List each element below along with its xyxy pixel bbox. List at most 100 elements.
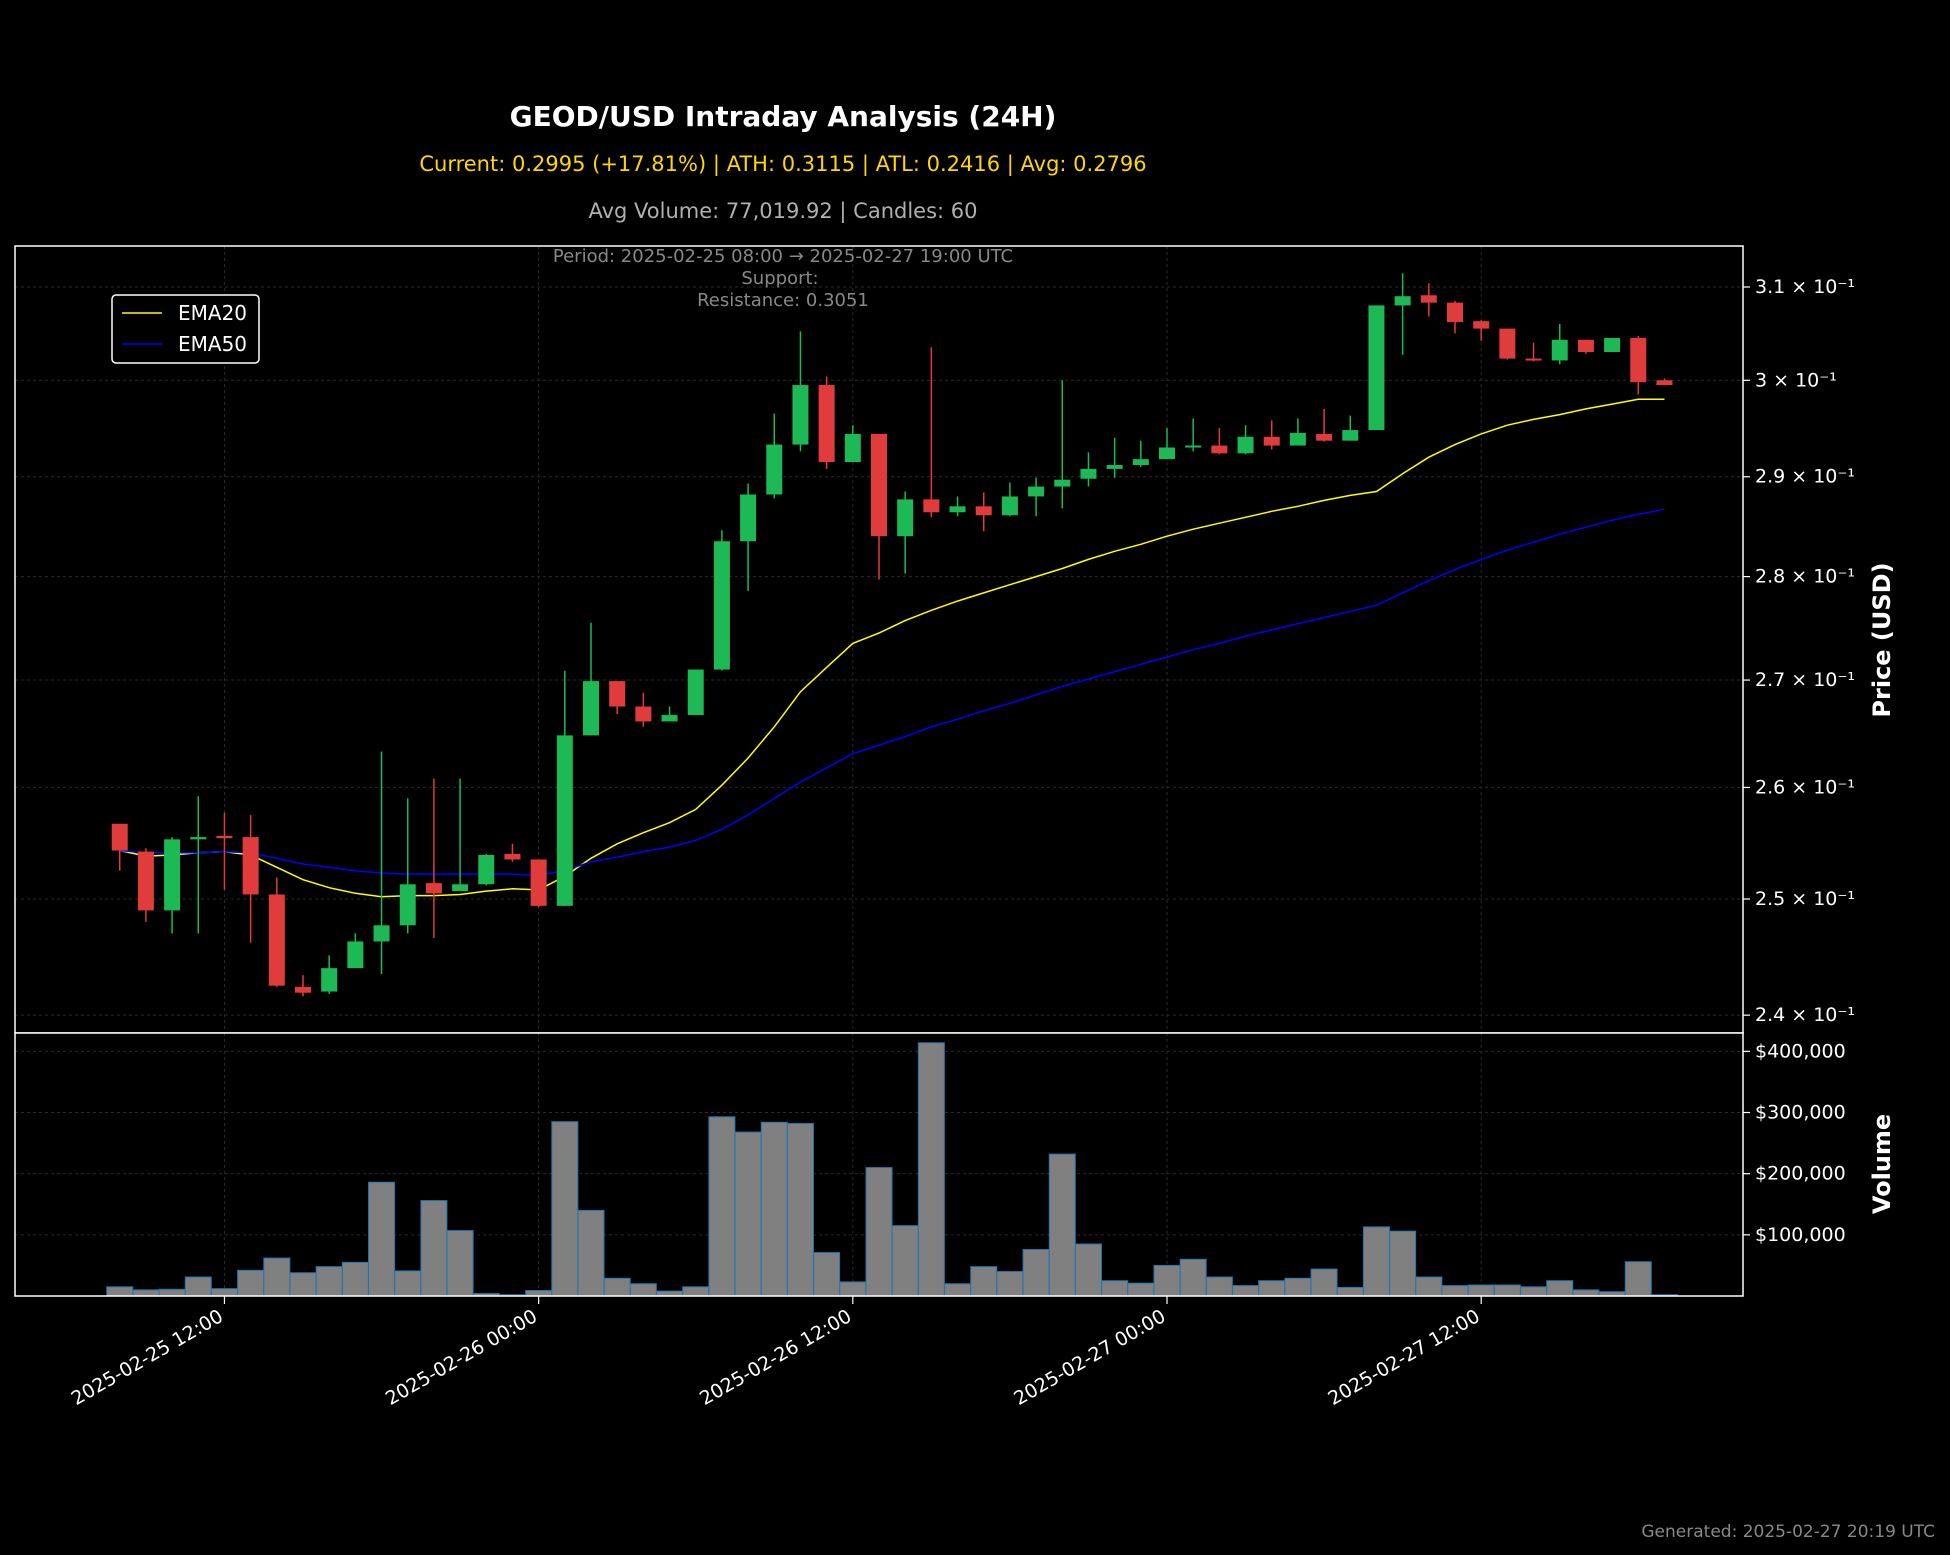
candle xyxy=(792,331,809,452)
candle-body xyxy=(871,433,887,537)
candle-body xyxy=(452,884,469,892)
candle-body xyxy=(111,823,128,851)
volume-bar xyxy=(970,1266,998,1297)
volume-bar xyxy=(1205,1276,1233,1297)
volume-bar xyxy=(1074,1243,1102,1297)
candle xyxy=(583,622,599,736)
candle xyxy=(1185,418,1202,452)
volume-bar xyxy=(865,1167,893,1297)
volume-bar xyxy=(1258,1280,1286,1297)
candle xyxy=(1289,418,1306,446)
candle-body xyxy=(216,835,233,839)
candle-body xyxy=(295,986,311,993)
volume-bar xyxy=(525,1289,553,1297)
candle xyxy=(190,796,207,934)
resistance-note: Resistance: 0.3051 xyxy=(697,290,869,311)
candle-body xyxy=(1342,430,1359,441)
candle-body xyxy=(399,884,416,926)
volume-panel: $100,000$200,000$300,000$400,000 Volume … xyxy=(14,1032,1896,1410)
candle-body xyxy=(1604,337,1621,352)
volume-summary: Avg Volume: 77,019.92 | Candles: 60 xyxy=(588,199,977,224)
volume-bar xyxy=(1101,1280,1129,1297)
candle xyxy=(897,491,914,574)
volume-bar xyxy=(996,1271,1024,1297)
legend-label-ema20: EMA20 xyxy=(178,301,247,325)
price-y-ticks: 2.4 × 10⁻¹ 2.5 × 10⁻¹ 2.6 × 10⁻¹ 2.7 × 10⁻¹… xyxy=(1743,276,1855,1026)
price-tick-label: 2.8 × 10⁻¹ xyxy=(1755,566,1855,588)
volume-bar xyxy=(917,1042,945,1297)
candle-body xyxy=(1499,328,1516,359)
candle xyxy=(818,376,835,469)
price-summary: Current: 0.2995 (+17.81%) | ATH: 0.3115 … xyxy=(419,152,1146,177)
candle-body xyxy=(1001,496,1018,516)
candle xyxy=(295,975,311,997)
candle xyxy=(871,433,887,580)
volume-bar xyxy=(891,1225,919,1297)
candle xyxy=(268,877,285,987)
volume-bar xyxy=(603,1277,631,1297)
volume-bar xyxy=(158,1288,186,1297)
candle-body xyxy=(844,433,861,463)
volume-bar xyxy=(1467,1284,1495,1297)
volume-bar xyxy=(1127,1282,1155,1297)
candle xyxy=(635,692,652,727)
volume-bar xyxy=(1179,1258,1207,1297)
candle-body xyxy=(504,853,521,860)
candle xyxy=(1080,452,1097,487)
candle xyxy=(478,853,495,886)
volume-bar xyxy=(368,1181,396,1297)
volume-bar xyxy=(1048,1153,1076,1297)
volume-bar xyxy=(132,1289,160,1297)
volume-bar xyxy=(944,1283,972,1297)
ema-line-ema20 xyxy=(119,398,1665,898)
candle xyxy=(1159,428,1175,460)
volume-bar xyxy=(1624,1261,1652,1297)
candle-body xyxy=(1185,445,1202,448)
volume-bar xyxy=(708,1116,736,1297)
x-tick-label: 2025-02-27 00:00 xyxy=(1010,1305,1169,1410)
volume-bar xyxy=(682,1286,710,1297)
candle-body xyxy=(949,506,966,513)
candle-body xyxy=(1054,479,1071,487)
candle-body xyxy=(1080,468,1097,479)
volume-bar xyxy=(237,1269,265,1297)
volume-bar xyxy=(210,1288,238,1297)
volume-bar xyxy=(1415,1276,1443,1297)
candle-body xyxy=(792,385,809,445)
candle-body xyxy=(268,894,285,986)
candle-body xyxy=(1368,305,1385,431)
volume-bar xyxy=(577,1209,605,1297)
candle xyxy=(1132,440,1149,467)
candle-body xyxy=(137,851,154,911)
candle-body xyxy=(1132,459,1149,465)
candle-body xyxy=(321,968,338,992)
candle-body xyxy=(1656,380,1673,386)
candle xyxy=(1106,437,1123,478)
candle-body xyxy=(373,925,390,942)
candle xyxy=(609,681,626,714)
candle xyxy=(1420,283,1437,317)
candle-body xyxy=(1106,464,1123,469)
x-tick-label: 2025-02-26 00:00 xyxy=(382,1305,541,1410)
candle xyxy=(1263,420,1280,450)
x-tick-label: 2025-02-25 12:00 xyxy=(68,1305,227,1410)
candle-body xyxy=(818,385,835,463)
candle-body xyxy=(1630,337,1647,383)
volume-bar xyxy=(786,1123,814,1297)
price-tick-label: 2.6 × 10⁻¹ xyxy=(1755,776,1855,798)
volume-bar xyxy=(1546,1280,1574,1297)
candle xyxy=(687,669,704,716)
candle xyxy=(164,837,181,934)
candle-body xyxy=(556,735,573,906)
volume-bar xyxy=(263,1257,291,1297)
candle-body xyxy=(1420,295,1437,303)
candle-body xyxy=(897,499,914,537)
candle-body xyxy=(1525,358,1542,361)
candle-body xyxy=(635,706,652,722)
candle xyxy=(1342,415,1359,441)
price-tick-label: 3 × 10⁻¹ xyxy=(1755,369,1837,391)
candle xyxy=(844,425,861,463)
candle xyxy=(1447,300,1463,334)
legend-label-ema50: EMA50 xyxy=(178,332,247,356)
candle-body xyxy=(583,681,599,736)
